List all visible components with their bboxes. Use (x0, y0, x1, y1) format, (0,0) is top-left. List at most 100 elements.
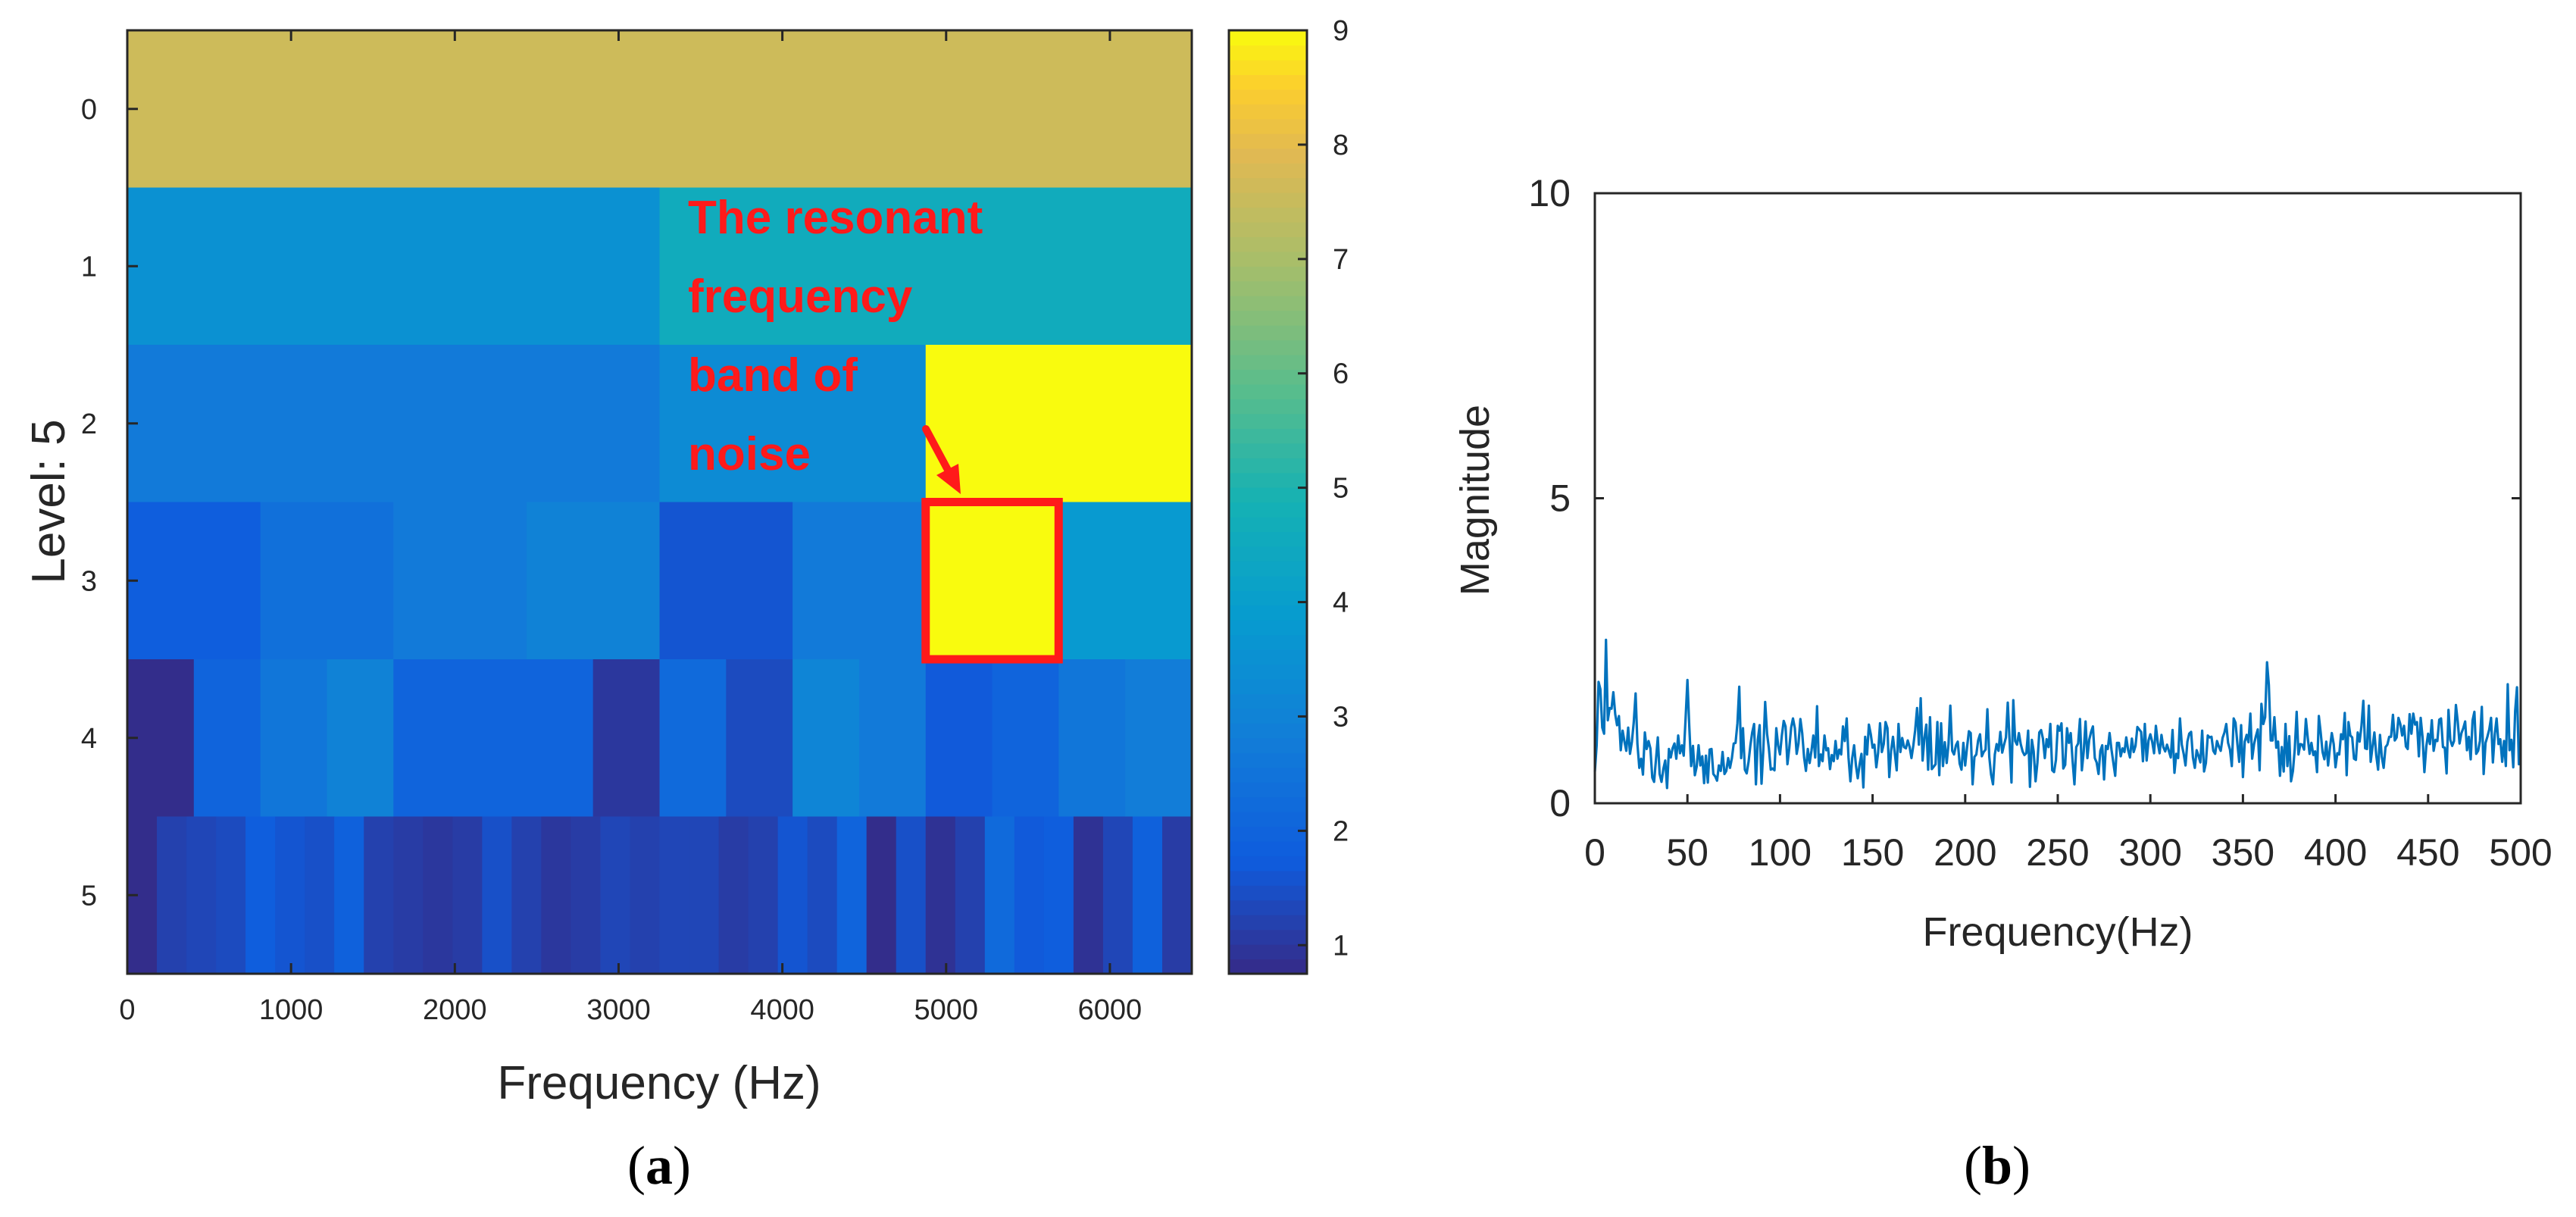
heatmap-x-tick-label: 0 (119, 994, 135, 1026)
colorbar-tick-label: 1 (1333, 930, 1349, 962)
line-x-tick-label: 250 (2026, 831, 2089, 874)
heatmap-cell-level4-9 (726, 659, 793, 818)
heatmap-cell-level5-20 (718, 816, 749, 975)
heatmap-cell-level4-1 (193, 659, 261, 818)
heatmap-cell-level5-22 (777, 816, 808, 975)
heatmap-cell-level1-1 (659, 187, 1193, 346)
colorbar-tick-label: 3 (1333, 701, 1349, 733)
colorbar-band (1229, 413, 1307, 429)
heatmap-cell-level3-5 (792, 502, 927, 660)
line-x-tick-label: 450 (2396, 831, 2459, 874)
colorbar-band (1229, 767, 1307, 783)
heatmap-cell-level5-32 (1073, 816, 1104, 975)
colorbar-band (1229, 266, 1307, 282)
annotation-arrow-head (936, 464, 961, 494)
colorbar-band (1229, 399, 1307, 415)
heatmap-cell-level5-35 (1161, 816, 1193, 975)
heatmap-cell-level2-1 (393, 345, 661, 503)
heatmap-cell-level5-19 (689, 816, 720, 975)
heatmap-cell-level5-29 (984, 816, 1015, 975)
colorbar-band (1229, 118, 1307, 134)
line-x-axis-label: Frequency(Hz) (1922, 909, 2193, 955)
heatmap-x-axis-label: Frequency (Hz) (497, 1057, 821, 1109)
line-x-tick-label: 500 (2489, 831, 2552, 874)
heatmap-x-tick-label: 6000 (1078, 994, 1143, 1026)
annotation-line-1: The resonant (688, 192, 983, 244)
colorbar-band (1229, 856, 1307, 871)
spectrum-series-line (1593, 638, 2522, 790)
colorbar-band (1229, 487, 1307, 503)
heatmap-cell-level4-0 (127, 659, 195, 818)
colorbar-band (1229, 693, 1307, 709)
heatmap-cell-level5-7 (334, 816, 364, 975)
heatmap-panel: 0 1000 2000 3000 4000 5000 6000 0 1 2 3 4 5 Frequen… (23, 15, 1349, 1196)
heatmap-cell-level5-18 (659, 816, 690, 975)
colorbar-band (1229, 885, 1307, 901)
annotation-highlight-box (921, 498, 1063, 664)
colorbar-band (1229, 678, 1307, 694)
colorbar-band (1229, 45, 1307, 61)
colorbar-band (1229, 236, 1307, 252)
heatmap-cell-level4-5 (460, 659, 527, 818)
line-x-tick-label: 200 (1934, 831, 1996, 874)
line-x-tick-label: 400 (2304, 831, 2367, 874)
colorbar-band (1229, 796, 1307, 812)
colorbar-tick-label: 8 (1333, 130, 1349, 161)
annotation-line-3: band of (688, 349, 858, 402)
heatmap-cell-level3-3 (526, 502, 661, 660)
colorbar-band (1229, 899, 1307, 915)
heatmap-cell-level5-2 (186, 816, 217, 975)
colorbar-band (1229, 59, 1307, 75)
line-y-axis-label: Magnitude (1452, 405, 1498, 596)
heatmap-cell-level5-34 (1132, 816, 1163, 975)
heatmap-cell-level5-21 (748, 816, 779, 975)
heatmap-cell-level0-0 (127, 30, 1193, 189)
colorbar-band (1229, 590, 1307, 606)
heatmap-cell-level5-28 (955, 816, 986, 975)
colorbar-band (1229, 929, 1307, 945)
heatmap-cell-level4-10 (792, 659, 860, 818)
colorbar-band (1229, 737, 1307, 753)
colorbar-band (1229, 74, 1307, 90)
heatmap-cell-level4-4 (393, 659, 461, 818)
colorbar-tick-label: 6 (1333, 358, 1349, 390)
heatmap-cell-level5-4 (245, 816, 276, 975)
colorbar-band (1229, 634, 1307, 650)
colorbar-band (1229, 782, 1307, 798)
colorbar-band (1229, 561, 1307, 577)
heatmap-cell-level5-30 (1014, 816, 1045, 975)
heatmap-x-ticks: 0 1000 2000 3000 4000 5000 6000 (119, 30, 1142, 1026)
heatmap-axes-frame (126, 29, 1193, 975)
line-panel: 0 50 100 150 200 250 300 350 400 450 500 0 5 10 Freq… (1452, 172, 2553, 1196)
colorbar-band (1229, 812, 1307, 827)
heatmap-cell-level2-2 (659, 345, 927, 503)
heatmap-cell-level3-4 (659, 502, 793, 660)
heatmap-cell-level4-12 (925, 659, 993, 818)
colorbar-band (1229, 296, 1307, 311)
line-axes-frame (1593, 192, 2522, 805)
colorbar-band (1229, 620, 1307, 636)
colorbar-band (1229, 443, 1307, 458)
line-x-tick-label: 0 (1584, 831, 1605, 874)
heatmap-cell-level5-12 (482, 816, 512, 975)
colorbar-ticks: 1 2 3 4 5 6 7 8 9 (1298, 15, 1349, 962)
colorbar-tick-label: 2 (1333, 815, 1349, 847)
colorbar-band (1229, 104, 1307, 120)
heatmap-cell-level3-2 (393, 502, 527, 660)
colorbar-band (1229, 575, 1307, 591)
heatmap-cell-level4-14 (1058, 659, 1126, 818)
heatmap-y-tick-label: 4 (81, 723, 97, 755)
heatmap-cell-level2-0 (127, 345, 394, 503)
heatmap-cell-level5-10 (423, 816, 453, 975)
colorbar-band (1229, 133, 1307, 149)
colorbar-band (1229, 870, 1307, 886)
heatmap-cell-level5-1 (157, 816, 187, 975)
line-x-ticks: 0 50 100 150 200 250 300 350 400 450 500 (1584, 794, 2553, 874)
heatmap-y-tick-label: 5 (81, 880, 97, 912)
colorbar-band (1229, 708, 1307, 724)
heatmap-cell-level5-15 (571, 816, 602, 975)
annotation-arrow-shaft (922, 425, 952, 475)
annotation-line-4: noise (688, 428, 811, 480)
heatmap-cell-level4-8 (659, 659, 727, 818)
